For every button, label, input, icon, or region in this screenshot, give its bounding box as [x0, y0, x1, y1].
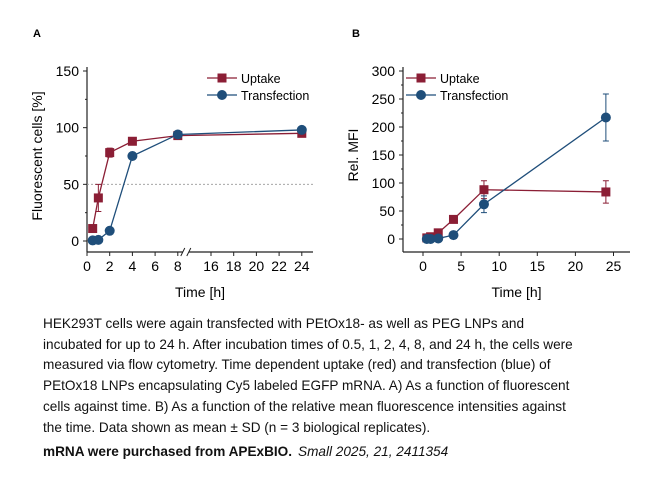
data-point-uptake	[433, 228, 443, 238]
x-tick-label: 4	[129, 258, 137, 274]
x-tick-label: 0	[83, 258, 91, 274]
citation: Small 2025, 21, 2411354	[298, 444, 449, 459]
figure-caption: HEK293T cells were again transfected wit…	[43, 316, 573, 435]
x-tick-label: 20	[568, 258, 584, 274]
data-point-uptake	[127, 136, 137, 146]
legend-marker	[217, 73, 227, 83]
legend-marker	[416, 90, 426, 100]
panel-label: A	[33, 28, 41, 40]
data-point-uptake	[88, 224, 98, 234]
data-point-uptake	[479, 185, 489, 195]
series-line-uptake	[92, 132, 302, 229]
data-point-transfection	[600, 112, 611, 123]
y-tick-label: 0	[387, 231, 395, 247]
x-axis-label: Time [h]	[491, 284, 541, 300]
legend-marker	[416, 73, 426, 83]
data-point-uptake	[601, 187, 611, 197]
data-point-transfection	[296, 124, 307, 135]
x-tick-label: 2	[106, 258, 114, 274]
axis-break-mark	[180, 247, 192, 257]
data-point-transfection	[448, 230, 459, 241]
x-axis-label: Time [h]	[175, 284, 225, 300]
y-tick-label: 150	[56, 63, 80, 79]
y-axis-label: Rel. MFI	[345, 129, 361, 182]
legend-marker	[217, 90, 227, 100]
x-tick-label: 16	[203, 258, 219, 274]
legend-label: Uptake	[440, 72, 480, 86]
legend-label: Uptake	[241, 72, 281, 86]
data-point-transfection	[172, 129, 183, 140]
source-line: mRNA were purchased from APExBIO. Small 2…	[43, 444, 448, 459]
y-tick-label: 100	[372, 175, 396, 191]
panel-label: B	[352, 28, 360, 40]
y-axis-label: Fluorescent cells [%]	[29, 91, 45, 220]
x-tick-label: 25	[606, 258, 622, 274]
source-note: mRNA were purchased from APExBIO.	[43, 444, 293, 459]
data-point-uptake	[448, 214, 458, 224]
y-tick-label: 250	[372, 91, 396, 107]
data-point-transfection	[93, 234, 104, 245]
x-tick-label: 0	[419, 258, 427, 274]
data-point-transfection	[433, 233, 444, 244]
data-point-uptake	[105, 148, 115, 158]
y-tick-label: 200	[372, 119, 396, 135]
x-tick-label: 5	[457, 258, 465, 274]
data-point-transfection	[104, 225, 115, 236]
x-tick-label: 8	[174, 258, 182, 274]
y-tick-label: 50	[379, 203, 395, 219]
y-tick-label: 100	[56, 120, 80, 136]
y-tick-label: 150	[372, 147, 396, 163]
y-tick-label: 300	[372, 63, 396, 79]
x-tick-label: 6	[151, 258, 159, 274]
y-tick-label: 0	[71, 233, 79, 249]
x-tick-label: 22	[271, 258, 287, 274]
legend-label: Transfection	[241, 89, 309, 103]
legend-label: Transfection	[440, 89, 508, 103]
x-tick-label: 15	[530, 258, 546, 274]
x-tick-label: 10	[491, 258, 507, 274]
x-tick-label: 20	[249, 258, 265, 274]
data-point-transfection	[478, 199, 489, 210]
x-tick-label: 24	[294, 258, 310, 274]
data-point-transfection	[127, 151, 138, 161]
x-tick-label: 18	[226, 258, 242, 274]
data-point-transfection	[425, 234, 436, 244]
y-tick-label: 50	[63, 176, 79, 192]
series-line-transfection	[92, 129, 302, 242]
data-point-uptake	[93, 193, 103, 203]
